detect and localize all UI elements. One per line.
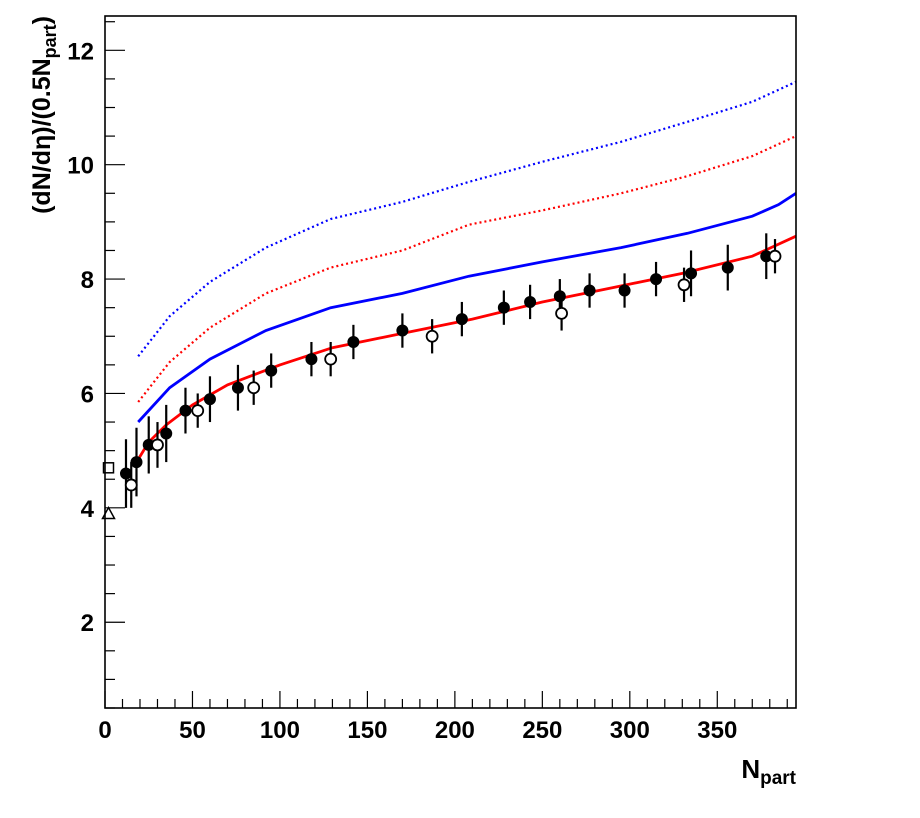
data-points-layer [101,233,782,520]
x-tick-label: 100 [260,717,300,744]
x-tick-label: 150 [347,717,387,744]
x-tick-label: 350 [697,717,737,744]
dotted-red-curve [137,135,797,403]
filled-circle-point [553,290,566,303]
curves-layer [135,80,797,463]
x-axis-label-main: N [741,754,760,784]
open-circle-point [425,329,439,343]
y-tick-label: 2 [81,610,94,637]
y-tick-label: 10 [67,153,94,180]
x-axis-label: Npart [741,754,796,789]
open-square-point [102,462,115,474]
open-circle-point [247,381,261,395]
filled-circle-point [685,267,698,280]
open-circle-point [555,306,568,320]
filled-circle-point [524,295,537,308]
filled-circle-point [119,467,132,480]
y-tick-label: 12 [67,38,94,65]
x-tick-label: 50 [179,717,206,744]
filled-circle-point [650,273,663,286]
solid-blue-curve [137,192,797,423]
open-circle-point [324,352,338,366]
filled-circle-point [130,456,143,469]
filled-circle-point [160,427,173,440]
filled-circle-point [231,381,244,394]
filled-circle-point [179,404,192,417]
y-tick-label: 4 [81,496,95,523]
solid-red-curve [135,234,797,463]
filled-circle-point [203,393,216,406]
x-tick-label: 250 [522,717,562,744]
filled-circle-point [265,364,278,377]
filled-circle-point [305,353,318,366]
x-tick-label: 0 [98,717,111,744]
y-axis-label: (dN/dη)/(0.5Npart) [28,16,60,214]
y-axis-label-sub: part [40,24,60,58]
filled-circle-point [455,313,468,326]
filled-circle-point [497,301,510,314]
y-tick-label: 6 [81,381,94,408]
dotted-blue-curve [137,80,797,357]
open-circle-point [768,249,782,263]
filled-circle-point [721,261,734,274]
open-circle-point [124,478,138,492]
x-tick-label: 200 [435,717,475,744]
x-tick-label: 300 [610,717,650,744]
filled-circle-point [618,284,631,297]
filled-circle-point [347,335,360,348]
plot-frame [104,15,797,709]
x-axis-label-sub: part [760,768,797,789]
axes-layer: 0 50 100 150 200 250 300 350 2 4 6 8 10 12 [67,21,788,744]
open-circle-point [677,278,691,292]
filled-circle-point [583,284,596,297]
y-axis-label-main: (dN/dη)/(0.5N [28,58,56,214]
y-tick-label: 8 [81,267,94,294]
y-axis-label-close: ) [28,16,56,24]
open-circle-point [191,404,205,418]
open-circle-point [151,438,164,452]
filled-circle-point [396,324,409,337]
